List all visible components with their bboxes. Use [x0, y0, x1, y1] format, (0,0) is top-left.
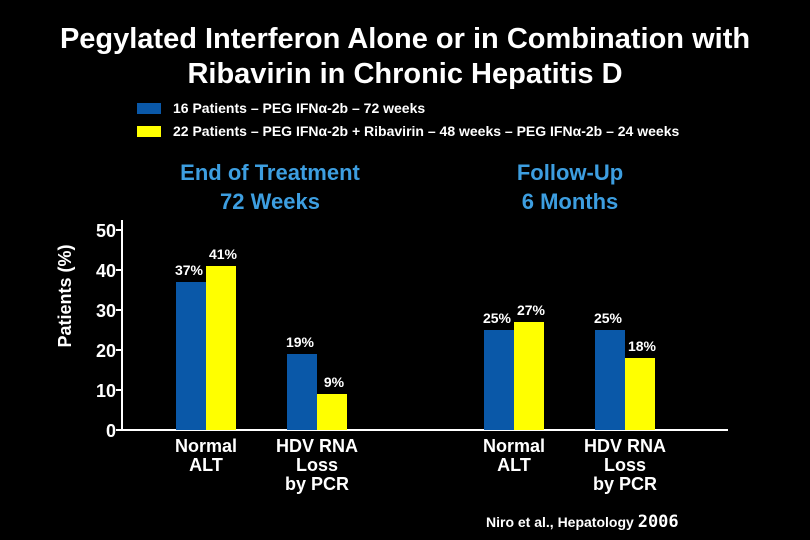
legend-swatch-yellow — [137, 125, 161, 137]
y-tick-label: 0 — [106, 421, 116, 441]
group-heading-line-2: 6 Months — [521, 189, 619, 214]
category-label: Normal — [483, 436, 545, 456]
citation: Niro et al., Hepatology 2006 — [486, 512, 679, 532]
slide-title-line-2: Ribavirin in Chronic Hepatitis D — [187, 58, 623, 90]
group-heading-line-1: Follow-Up — [516, 160, 624, 185]
data-label: 27% — [517, 302, 546, 318]
bar-series-2-category-3 — [514, 322, 544, 430]
y-axis-title: Patients (%) — [55, 244, 75, 347]
bar-series-1-category-4 — [595, 330, 625, 430]
category-label: Normal — [175, 436, 237, 456]
data-label: 37% — [175, 262, 204, 278]
legend-label-series-2: 22 Patients – PEG IFNα-2b + Ribavirin – … — [173, 123, 680, 139]
category-label: Loss — [604, 455, 646, 475]
y-tick-label: 10 — [96, 381, 116, 401]
category-label: Loss — [296, 455, 338, 475]
group-heading-line-2: 72 Weeks — [220, 189, 320, 214]
y-tick-label: 30 — [96, 301, 116, 321]
group-heading-follow-up: Follow-Up 6 Months — [470, 158, 670, 216]
category-label: by PCR — [285, 474, 349, 494]
data-label: 25% — [594, 310, 623, 326]
y-tick-label: 50 — [96, 221, 116, 241]
citation-year: 2006 — [637, 512, 679, 532]
y-tick-label: 40 — [96, 261, 116, 281]
data-label: 19% — [286, 334, 315, 350]
bar-series-2-category-2 — [317, 394, 347, 430]
bar-series-2-category-1 — [206, 266, 236, 430]
data-label: 9% — [324, 374, 345, 390]
group-heading-end-of-treatment: End of Treatment 72 Weeks — [150, 158, 390, 216]
category-label: ALT — [189, 455, 223, 475]
category-label: by PCR — [593, 474, 657, 494]
bar-series-2-category-4 — [625, 358, 655, 430]
legend-item-series-1: 16 Patients – PEG IFNα-2b – 72 weeks — [137, 98, 425, 118]
legend-item-series-2: 22 Patients – PEG IFNα-2b + Ribavirin – … — [137, 121, 679, 141]
bar-series-1-category-1 — [176, 282, 206, 430]
group-heading-line-1: End of Treatment — [180, 160, 360, 185]
data-label: 41% — [209, 246, 238, 262]
category-label: ALT — [497, 455, 531, 475]
bar-series-1-category-2 — [287, 354, 317, 430]
slide-title-line-1: Pegylated Interferon Alone or in Combina… — [59, 23, 751, 55]
data-label: 25% — [483, 310, 512, 326]
y-tick-label: 20 — [96, 341, 116, 361]
citation-text: Niro et al., Hepatology — [486, 514, 634, 530]
data-label: 18% — [628, 338, 657, 354]
legend-label-series-1: 16 Patients – PEG IFNα-2b – 72 weeks — [173, 100, 426, 116]
category-label: HDV RNA — [584, 436, 666, 456]
bar-series-1-category-3 — [484, 330, 514, 430]
legend-swatch-blue — [137, 102, 161, 114]
category-label: HDV RNA — [276, 436, 358, 456]
